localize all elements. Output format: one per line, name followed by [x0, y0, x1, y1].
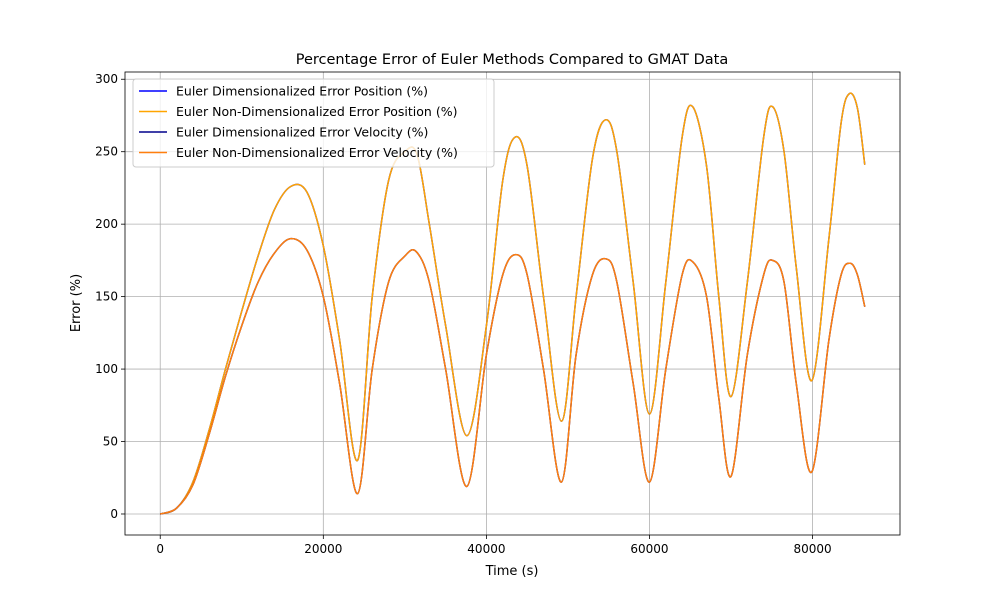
x-tick-label: 60000: [630, 542, 668, 556]
legend-label: Euler Dimensionalized Error Position (%): [176, 84, 428, 99]
series-line-3: [159, 237, 866, 515]
y-tick-label: 250: [95, 145, 118, 159]
x-axis-label: Time (s): [485, 564, 539, 579]
chart-title: Percentage Error of Euler Methods Compar…: [296, 52, 729, 68]
x-tick-label: 80000: [793, 542, 831, 556]
y-tick-label: 150: [95, 290, 118, 304]
legend-label: Euler Dimensionalized Error Velocity (%): [176, 125, 428, 140]
y-axis-label: Error (%): [69, 274, 84, 332]
x-tick-label: 0: [156, 542, 164, 556]
x-tick-label: 40000: [467, 542, 505, 556]
legend-label: Euler Non-Dimensionalized Error Position…: [176, 104, 457, 119]
x-tick-label: 20000: [304, 542, 342, 556]
y-tick-label: 100: [95, 362, 118, 376]
axis-ticks: 0 20000 40000 60000 80000 0 50 100 150 200 250 300: [95, 72, 832, 556]
y-tick-label: 0: [110, 507, 118, 521]
plot-frame: [124, 71, 901, 536]
y-tick-label: 300: [95, 72, 118, 86]
y-tick-label: 200: [95, 217, 118, 231]
legend-label: Euler Non-Dimensionalized Error Velocity…: [176, 145, 458, 160]
series-line-4: [159, 237, 866, 515]
y-tick-label: 50: [103, 435, 118, 449]
series-line-2: [159, 92, 866, 515]
legend-box: [132, 78, 495, 168]
series-lines: [159, 92, 866, 515]
legend: Euler Dimensionalized Error Position (%)…: [132, 78, 495, 168]
